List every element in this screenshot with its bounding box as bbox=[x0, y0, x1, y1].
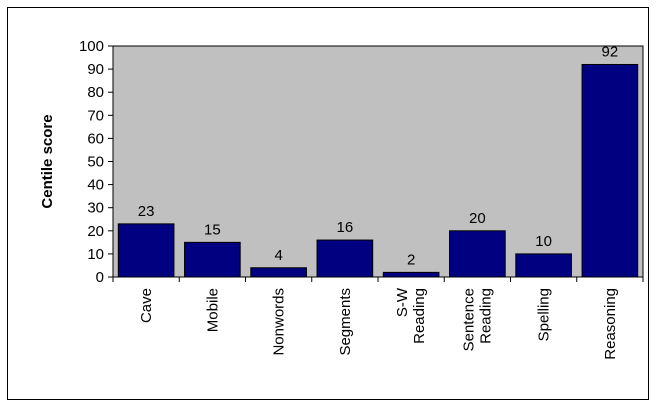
data-label: 10 bbox=[535, 233, 552, 250]
x-tick-label: Mobile bbox=[204, 288, 221, 332]
x-tick-label-line: Cave bbox=[138, 288, 155, 323]
x-tick-label-line: Reasoning bbox=[602, 288, 619, 360]
y-axis: 0 10 20 30 40 50 60 70 80 90 100 bbox=[79, 38, 113, 286]
bar bbox=[117, 223, 175, 278]
y-tick-label: 50 bbox=[87, 154, 104, 171]
bar bbox=[184, 241, 241, 278]
bar bbox=[382, 271, 440, 278]
y-tick-label: 10 bbox=[87, 246, 104, 263]
y-tick-label: 60 bbox=[87, 130, 104, 147]
bar bbox=[449, 230, 506, 278]
data-label: 2 bbox=[407, 251, 415, 268]
x-tick-label: Reasoning bbox=[602, 288, 619, 360]
y-tick-label: 30 bbox=[87, 200, 104, 217]
data-label: 16 bbox=[337, 219, 354, 236]
data-label: 4 bbox=[274, 247, 282, 264]
x-tick-label: S-W Reading bbox=[394, 287, 428, 344]
x-tick-label: Nonwords bbox=[271, 288, 288, 356]
x-tick-label-line: Mobile bbox=[204, 288, 221, 332]
x-tick-label-line: Nonwords bbox=[271, 288, 288, 356]
x-tick-label-line: Reading bbox=[477, 288, 494, 344]
x-tick-label: Segments bbox=[337, 288, 354, 356]
x-axis-labels: Cave Mobile Nonwords Segments S-W Reading Sent… bbox=[112, 277, 644, 360]
bar bbox=[581, 63, 639, 278]
x-tick-label: Cave bbox=[138, 288, 155, 323]
x-tick-label: Spelling bbox=[536, 288, 553, 341]
data-label: 20 bbox=[469, 210, 486, 227]
data-label: 23 bbox=[138, 203, 155, 220]
x-tick-label-line: Reading bbox=[411, 288, 428, 344]
x-tick-label-line: Segments bbox=[337, 288, 354, 356]
x-tick-label-line: S-W bbox=[394, 287, 411, 317]
x-tick-label-line: Spelling bbox=[536, 288, 553, 341]
data-labels: 23 15 4 16 2 20 10 92 bbox=[138, 43, 618, 268]
bars bbox=[117, 63, 639, 278]
plot-area bbox=[112, 45, 644, 278]
y-tick-label: 100 bbox=[79, 38, 104, 55]
data-label: 92 bbox=[602, 43, 619, 60]
x-tick-label: Sentence Reading bbox=[460, 288, 494, 351]
y-tick-label: 20 bbox=[87, 223, 104, 240]
y-tick-label: 70 bbox=[87, 107, 104, 124]
bar bbox=[250, 267, 307, 278]
bar bbox=[316, 239, 374, 278]
y-axis-title: Centile score bbox=[39, 114, 56, 208]
x-tick-label-line: Sentence bbox=[460, 288, 477, 351]
y-tick-label: 40 bbox=[87, 177, 104, 194]
y-tick-label: 90 bbox=[87, 61, 104, 78]
data-label: 15 bbox=[204, 221, 221, 238]
y-tick-label: 0 bbox=[96, 269, 104, 286]
bar bbox=[515, 253, 572, 278]
y-tick-label: 80 bbox=[87, 84, 104, 101]
